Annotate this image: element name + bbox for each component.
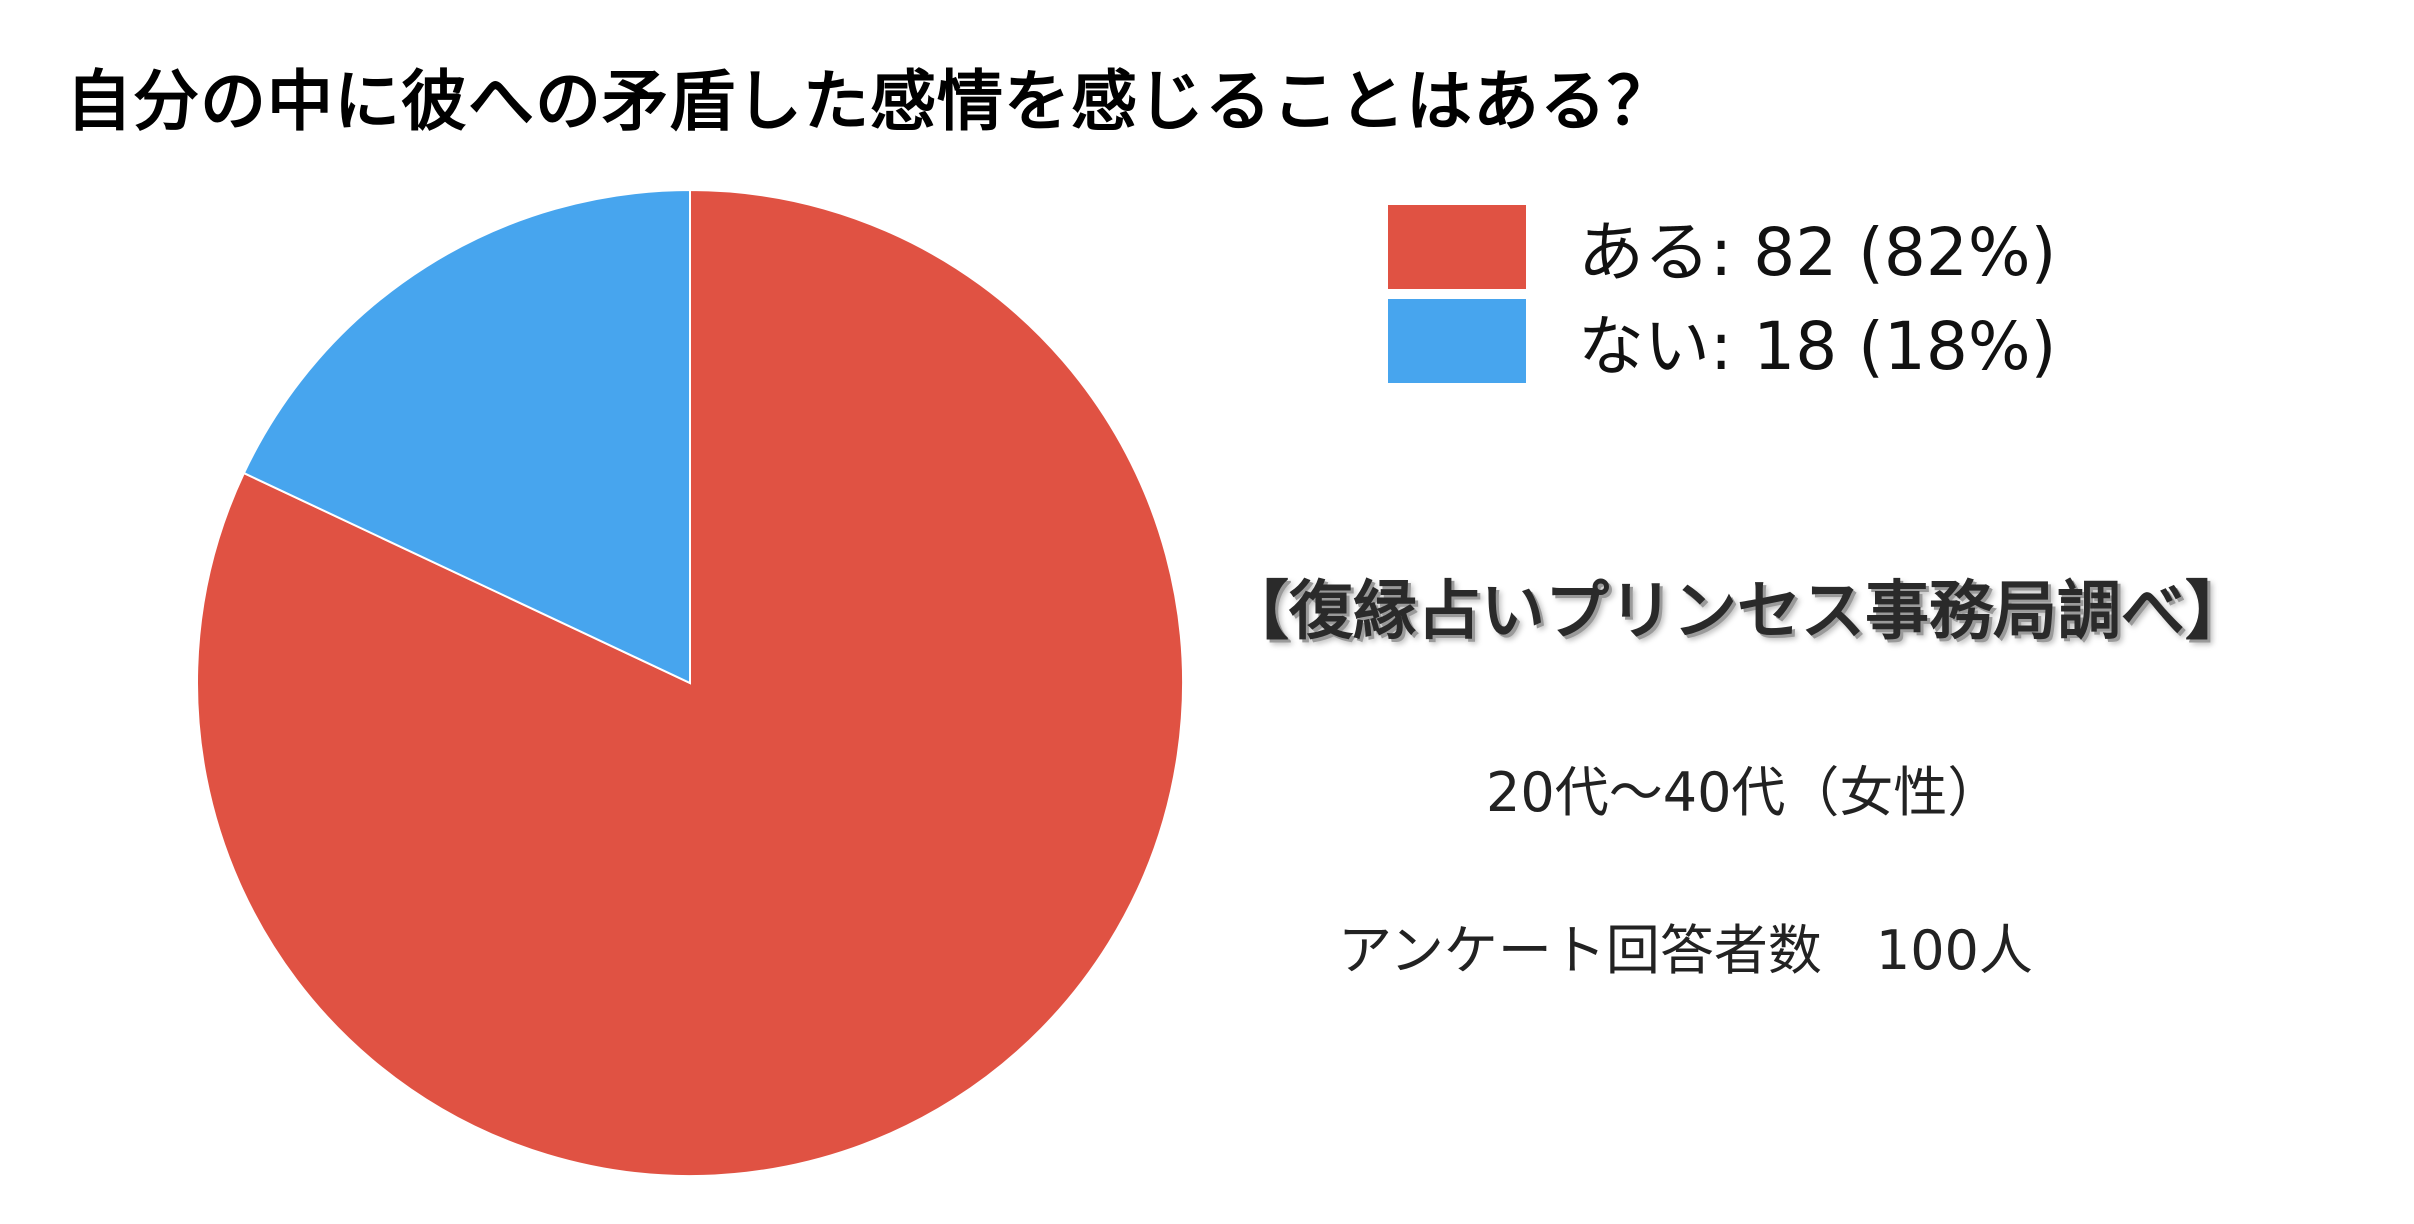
legend-swatch-nai	[1388, 299, 1526, 383]
legend: ある: 82 (82%) ない: 18 (18%)	[1388, 200, 2056, 388]
age-range-note: 20代〜40代（女性）	[1486, 761, 2002, 824]
legend-label-aru: ある: 82 (82%)	[1578, 214, 2057, 291]
pie-slice-nai	[242, 188, 691, 685]
chart-title: 自分の中に彼への矛盾した感情を感じることはある？	[66, 63, 1674, 140]
legend-swatch-aru	[1388, 205, 1526, 289]
pie-slices	[196, 188, 1184, 1177]
legend-label-nai: ない: 18 (18%)	[1578, 308, 2057, 385]
respondent-count-note: アンケート回答者数 100人	[1338, 919, 2033, 982]
legend-item-aru: ある: 82 (82%)	[1388, 200, 2056, 294]
legend-item-nai: ない: 18 (18%)	[1388, 294, 2056, 388]
source-note: 【復縁占いプリンセス事務局調べ】	[1225, 575, 2249, 649]
